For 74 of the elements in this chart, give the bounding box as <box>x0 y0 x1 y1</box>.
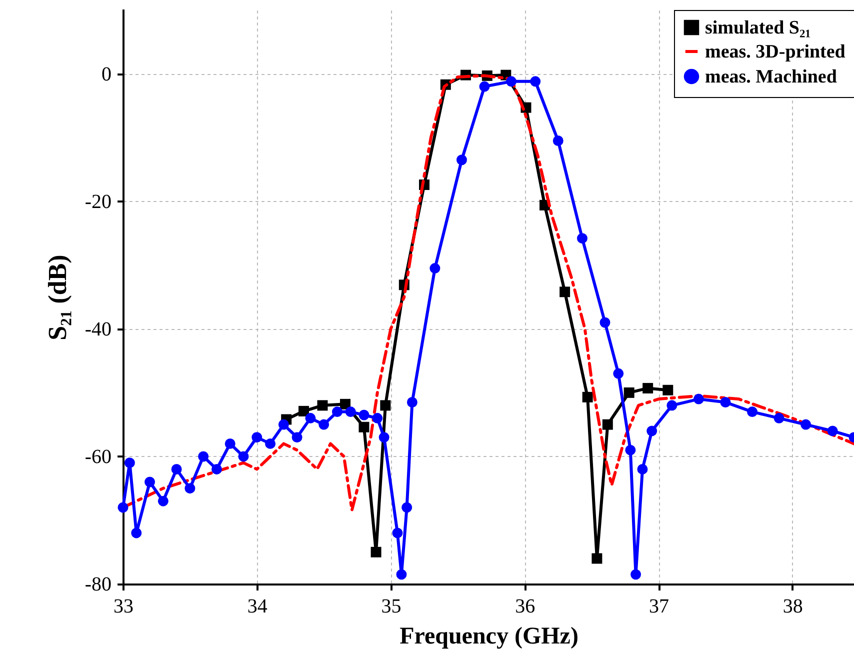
point <box>184 483 196 494</box>
point <box>630 569 642 580</box>
point <box>317 400 328 411</box>
point <box>378 432 390 443</box>
point <box>305 412 316 424</box>
point <box>358 422 370 432</box>
point <box>530 76 541 87</box>
point <box>265 438 276 449</box>
point <box>396 569 407 580</box>
point <box>625 444 636 456</box>
point <box>613 368 624 379</box>
point <box>560 286 570 298</box>
point <box>392 528 403 538</box>
point <box>345 406 356 418</box>
point <box>662 384 674 396</box>
y-tick-label: -60 <box>84 446 112 468</box>
legend-label: simulated S₂₁ <box>705 18 811 38</box>
x-axis-title: Frequency (GHz) <box>400 624 578 650</box>
point <box>318 419 330 430</box>
point <box>642 382 654 394</box>
point <box>224 438 236 449</box>
x-tick-label: 34 <box>247 596 268 618</box>
point <box>666 400 678 411</box>
point <box>298 406 309 416</box>
point <box>800 419 812 430</box>
point <box>278 419 289 430</box>
point <box>552 136 564 146</box>
point <box>402 502 412 513</box>
point <box>430 263 440 274</box>
point <box>158 496 168 506</box>
point <box>171 464 182 474</box>
point <box>747 406 758 418</box>
point <box>211 464 222 474</box>
point <box>624 387 634 398</box>
point <box>576 233 588 244</box>
point <box>774 412 784 424</box>
y-tick-label: -20 <box>84 190 112 213</box>
y-tick-label: 0 <box>102 63 112 86</box>
point <box>600 317 610 328</box>
point <box>370 546 382 558</box>
point <box>358 410 370 420</box>
point <box>592 553 602 564</box>
x-tick-label: 36 <box>515 596 536 618</box>
y-tick-label: -40 <box>84 318 112 340</box>
point <box>646 426 658 436</box>
point <box>131 528 142 538</box>
point <box>582 392 593 402</box>
point <box>252 432 262 443</box>
y-tick-label: -80 <box>84 574 112 596</box>
point <box>693 394 704 404</box>
point <box>406 397 418 408</box>
x-tick-label: 37 <box>649 596 670 618</box>
point <box>372 412 383 424</box>
point <box>506 76 517 87</box>
legend-label: meas. 3D-printed <box>705 42 846 62</box>
point <box>292 432 302 443</box>
point <box>238 451 249 462</box>
x-tick-label: 38 <box>782 596 803 618</box>
point <box>332 406 342 418</box>
point <box>198 451 209 462</box>
point <box>118 502 128 513</box>
point <box>380 400 391 411</box>
x-tick-label: 33 <box>114 596 134 618</box>
legend-label: meas. Machined <box>705 66 838 88</box>
x-tick-label: 35 <box>381 596 402 618</box>
point <box>144 476 156 488</box>
point <box>637 464 648 474</box>
point <box>456 154 467 166</box>
point <box>124 458 135 468</box>
point <box>479 81 490 92</box>
point <box>827 426 838 436</box>
point <box>720 397 731 408</box>
y-axis-title: S₂₁ (dB) <box>42 254 72 340</box>
point <box>602 419 613 430</box>
